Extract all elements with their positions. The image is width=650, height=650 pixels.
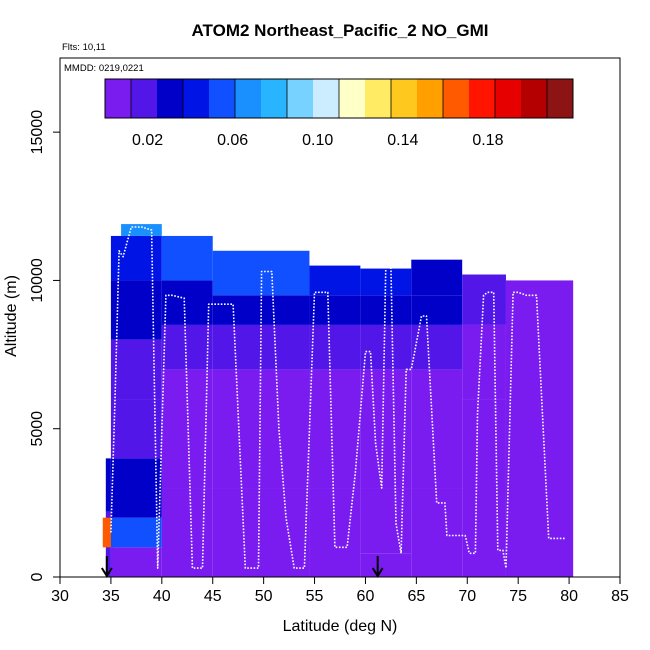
colorbar-swatch — [469, 79, 496, 118]
x-tick-label: 55 — [306, 588, 324, 605]
heatmap-cell — [110, 517, 162, 548]
x-tick-label: 75 — [509, 588, 527, 605]
colorbar-swatch — [495, 79, 522, 118]
heatmap-cell — [161, 324, 213, 370]
heatmap-cell — [212, 488, 310, 577]
colorbar-swatch — [521, 79, 548, 118]
colorbar-swatch — [261, 79, 288, 118]
heatmap-cell — [462, 324, 506, 400]
colorbar-tick-label: 0.18 — [472, 132, 503, 149]
colorbar-swatch — [339, 79, 366, 118]
dates-annotation: MMDD: 0219,0221 — [64, 63, 144, 74]
location-markers — [100, 556, 384, 578]
x-tick-label: 65 — [407, 588, 425, 605]
flights-annotation: Flts: 10,11 — [62, 42, 106, 53]
heatmap-cell — [360, 268, 412, 296]
arrow-marker-head — [100, 567, 113, 578]
x-tick-label: 60 — [357, 588, 375, 605]
heatmap-cell — [360, 324, 412, 370]
flight-track-line — [110, 226, 565, 569]
heatmap-cell — [411, 369, 463, 489]
heatmap-cell — [121, 224, 162, 236]
y-tick-label: 5000 — [29, 411, 46, 447]
colorbar-tick-label: 0.14 — [387, 132, 418, 149]
x-tick-label: 70 — [458, 588, 476, 605]
heatmap-cell — [411, 324, 463, 370]
y-tick-label: 0 — [29, 572, 46, 581]
y-axis: 0 5000 10000 15000 — [29, 110, 60, 581]
heatmap-cell — [360, 488, 412, 554]
colorbar-tick-label: 0.02 — [132, 132, 163, 149]
colorbar: 0.02 0.06 0.10 0.14 0.18 — [104, 78, 574, 149]
heatmap-cell — [110, 547, 162, 577]
heatmap-cell — [309, 324, 361, 370]
colorbar-tick-label: 0.10 — [302, 132, 333, 149]
heatmap-cell — [462, 399, 506, 577]
x-axis: 30 35 40 45 50 55 60 65 70 75 80 85 — [51, 577, 629, 605]
heatmap-cell — [505, 280, 574, 577]
x-tick-label: 80 — [560, 588, 578, 605]
heatmap-cell — [105, 458, 111, 512]
x-tick-label: 50 — [255, 588, 273, 605]
x-tick-label: 30 — [51, 588, 69, 605]
heatmap-cell — [161, 235, 213, 281]
x-tick-label: 85 — [611, 588, 629, 605]
heatmap-cells — [102, 224, 574, 577]
colorbar-swatch — [417, 79, 444, 118]
heatmap-cell — [411, 259, 463, 296]
x-tick-label: 35 — [102, 588, 120, 605]
colorbar-tick-label: 0.06 — [217, 132, 248, 149]
x-tick-label: 45 — [204, 588, 222, 605]
heatmap-cell — [161, 369, 213, 489]
heatmap-cell — [110, 339, 162, 400]
colorbar-swatch — [183, 79, 210, 118]
heatmap-cell — [309, 369, 361, 489]
heatmap-cell — [102, 517, 114, 548]
colorbar-swatch — [391, 79, 418, 118]
colorbar-swatch — [235, 79, 262, 118]
heatmap-cell — [110, 458, 162, 518]
colorbar-swatch — [365, 79, 392, 118]
colorbar-swatch — [547, 79, 574, 118]
colorbar-swatch — [313, 79, 340, 118]
colorbar-frame — [104, 78, 574, 119]
colorbar-swatch — [287, 79, 314, 118]
colorbar-swatch — [443, 79, 470, 118]
heatmap-cell — [110, 399, 162, 459]
heatmap-cell — [309, 265, 361, 296]
plot-frame — [59, 57, 621, 578]
colorbar-swatch — [209, 79, 236, 118]
y-tick-label: 10000 — [29, 258, 46, 303]
arrow-marker-head — [371, 567, 384, 578]
x-axis-label: Latitude (deg N) — [283, 618, 398, 635]
flight-track — [110, 226, 565, 569]
y-tick-label: 15000 — [29, 110, 46, 155]
heatmap-cell — [411, 488, 463, 577]
heatmap-cell — [161, 488, 213, 577]
colorbar-swatch — [105, 79, 132, 118]
chart-title: ATOM2 Northeast_Pacific_2 NO_GMI — [192, 21, 489, 40]
heatmap-cell — [161, 280, 213, 325]
heatmap-cell — [110, 235, 162, 281]
colorbar-swatch — [131, 79, 158, 118]
heatmap-cell — [411, 295, 463, 325]
x-tick-label: 40 — [153, 588, 171, 605]
colorbar-swatch — [157, 79, 184, 118]
heatmap-cell — [212, 250, 310, 296]
heatmap-cell — [360, 553, 412, 577]
heatmap-cell — [309, 295, 361, 325]
y-axis-label: Altitude (m) — [3, 275, 20, 357]
